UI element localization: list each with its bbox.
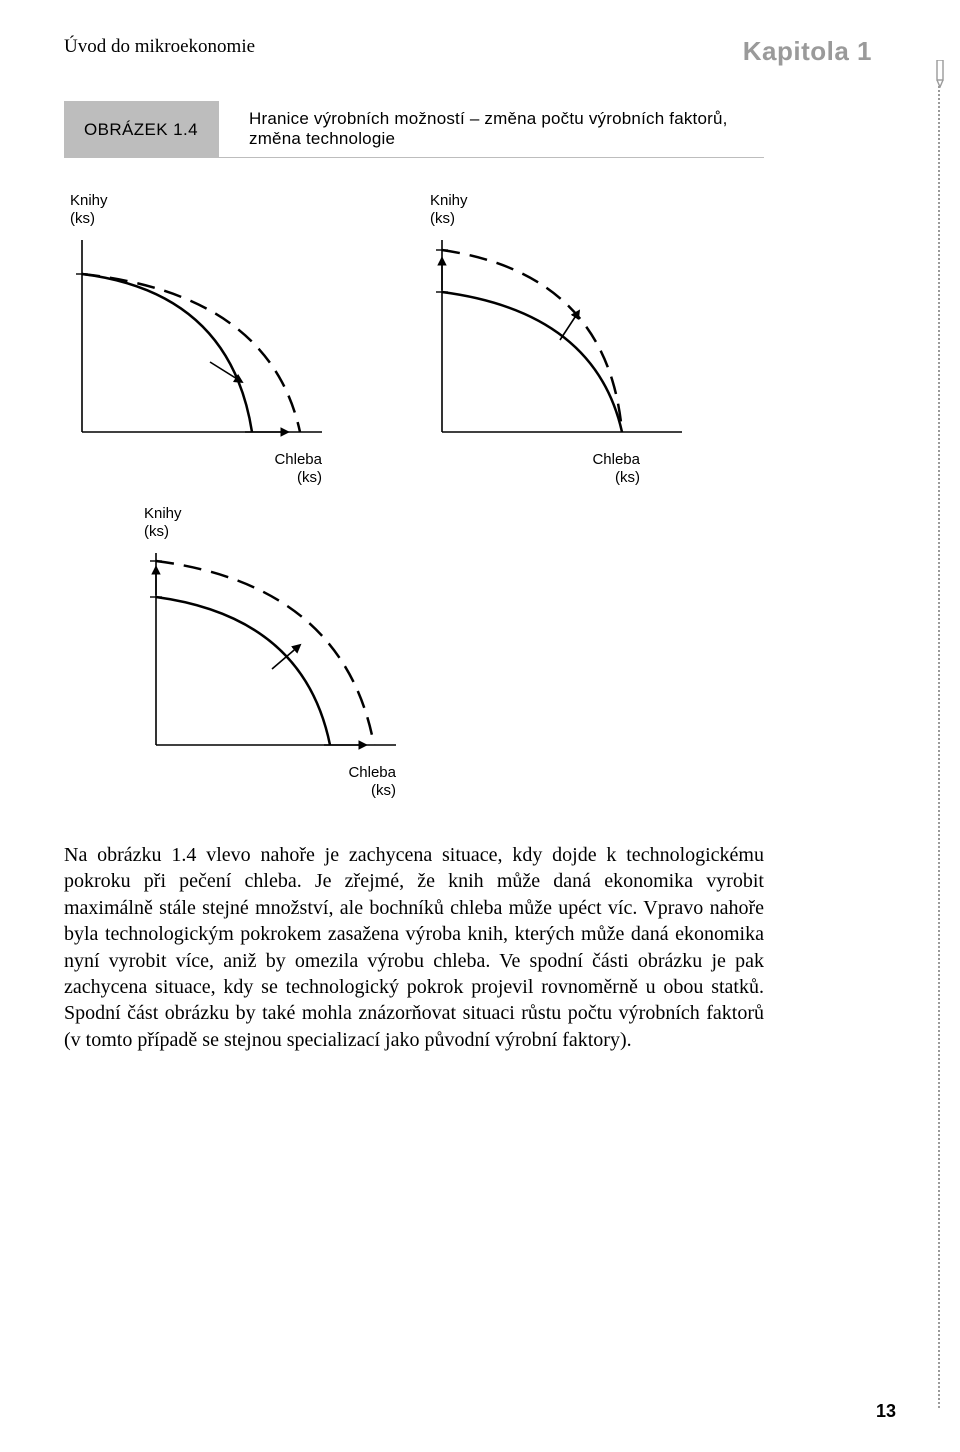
x-axis-label: Chleba xyxy=(348,764,396,781)
y-axis-unit: (ks) xyxy=(144,523,169,540)
x-axis-unit: (ks) xyxy=(615,469,640,486)
y-axis-unit: (ks) xyxy=(430,210,455,227)
y-axis-unit: (ks) xyxy=(70,210,95,227)
figure-number: OBRÁZEK 1.4 xyxy=(64,101,219,158)
figure-title: Hranice výrobních možností – změna počtu… xyxy=(219,101,764,158)
ppf-chart-top-right: Knihy (ks) xyxy=(430,192,690,487)
chart-svg-3 xyxy=(144,545,404,755)
body-paragraph: Na obrázku 1.4 vlevo nahoře je zachycena… xyxy=(64,842,764,1053)
figure-caption-bar: OBRÁZEK 1.4 Hranice výrobních možností –… xyxy=(64,101,764,158)
y-axis-label: Knihy xyxy=(430,192,468,209)
page-title: Úvod do mikroekonomie xyxy=(64,36,255,58)
chart-svg-2 xyxy=(430,232,690,442)
y-axis-label: Knihy xyxy=(70,192,108,209)
x-axis-label: Chleba xyxy=(592,451,640,468)
x-axis-unit: (ks) xyxy=(297,469,322,486)
pencil-icon xyxy=(934,60,946,88)
y-axis-label: Knihy xyxy=(144,505,182,522)
chapter-label: Kapitola 1 xyxy=(743,36,896,67)
ppf-chart-top-left: Knihy (ks) xyxy=(70,192,330,487)
margin-dotted-rule xyxy=(938,86,940,1408)
page-number: 13 xyxy=(876,1401,896,1422)
x-axis-label: Chleba xyxy=(274,451,322,468)
chart-svg-1 xyxy=(70,232,330,442)
x-axis-unit: (ks) xyxy=(371,782,396,799)
ppf-chart-bottom: Knihy (ks) xyxy=(144,505,404,800)
